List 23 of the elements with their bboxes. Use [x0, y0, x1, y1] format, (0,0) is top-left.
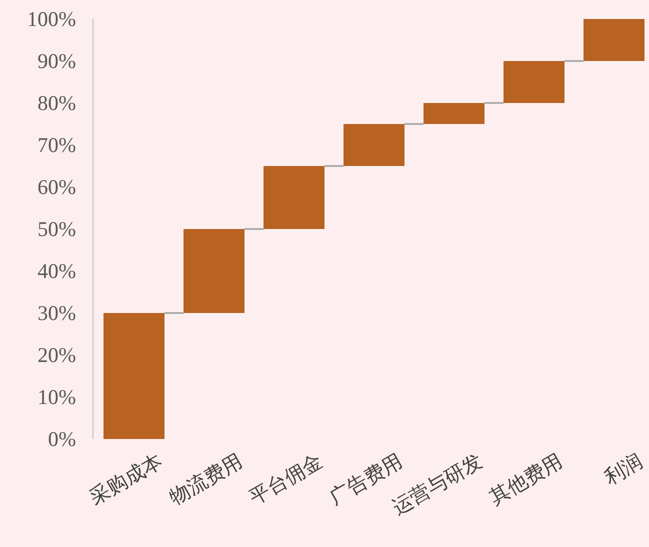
y-tick-label: 60%	[38, 175, 76, 199]
x-tick-label: 平台佣金	[245, 448, 326, 510]
bar	[504, 61, 564, 103]
y-tick-label: 70%	[38, 133, 76, 157]
x-tick-label: 物流费用	[165, 448, 246, 510]
x-tick-label: 利润	[600, 448, 646, 490]
y-tick-label: 30%	[38, 301, 76, 325]
y-tick-label: 90%	[38, 49, 76, 73]
bar	[184, 229, 244, 313]
y-tick-label: 20%	[38, 343, 76, 367]
y-tick-label: 0%	[48, 427, 76, 451]
y-tick-label: 40%	[38, 259, 76, 283]
y-tick-label: 80%	[38, 91, 76, 115]
y-tick-label: 50%	[38, 217, 76, 241]
bar	[344, 124, 404, 166]
x-tick-label: 采购成本	[85, 448, 166, 510]
y-tick-label: 100%	[27, 7, 76, 31]
bar	[104, 313, 164, 439]
bar	[584, 19, 644, 61]
y-tick-label: 10%	[38, 385, 76, 409]
x-tick-label: 其他费用	[485, 448, 566, 510]
bar	[424, 103, 484, 124]
bar	[264, 166, 324, 229]
